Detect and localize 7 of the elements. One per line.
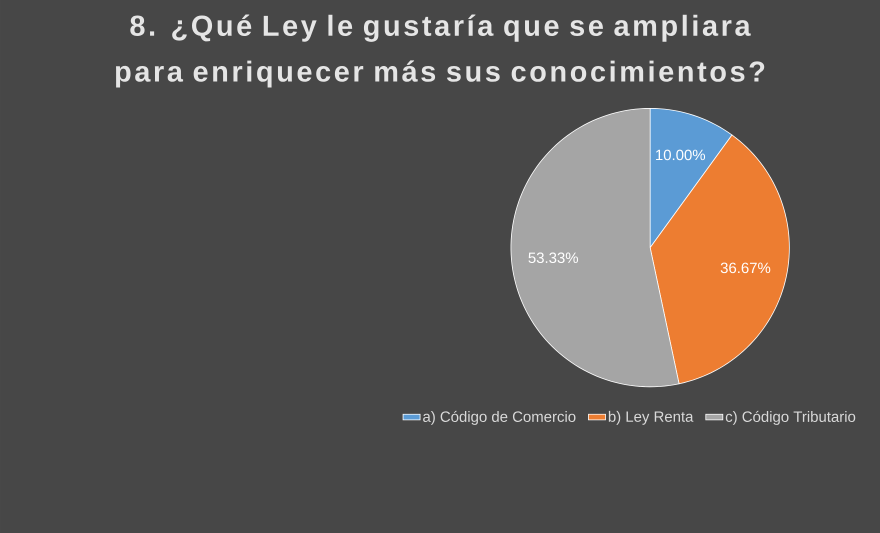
chart-title: 8. ¿Qué Ley le gustaría que se ampliara para enriquecer más sus conocimientos? — [116, 14, 764, 88]
data-label: 10.00% — [656, 150, 706, 160]
legend-label: a) Código de Comercio — [423, 410, 576, 425]
legend-label: c) Código Tributario — [726, 410, 856, 425]
data-label: 53.33% — [528, 252, 578, 264]
legend-label: b) Ley Renta — [608, 410, 694, 425]
data-label: 36.67% — [720, 262, 770, 274]
